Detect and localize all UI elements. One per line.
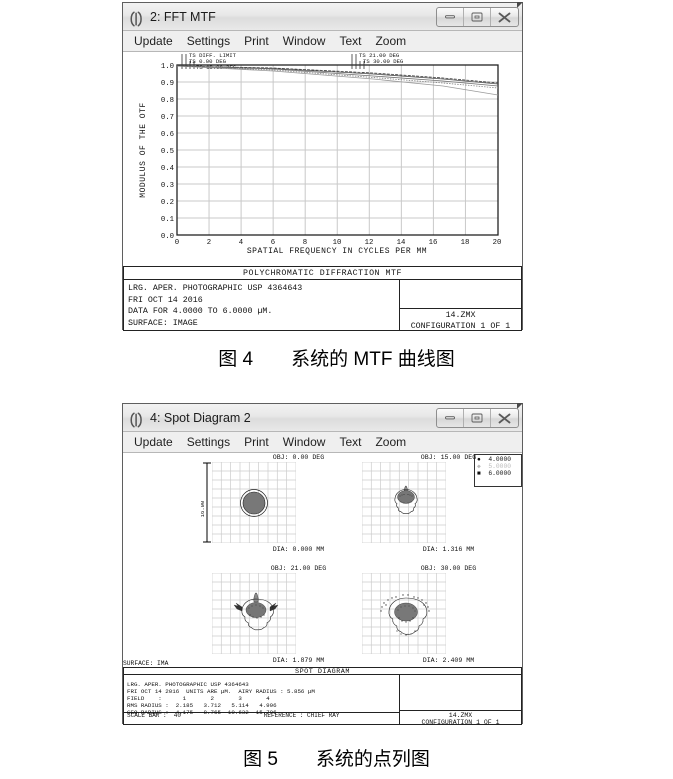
svg-text:6: 6 [271,239,275,247]
svg-text:4: 4 [239,239,244,247]
svg-text:8: 8 [303,239,307,247]
svg-text:SPATIAL FREQUENCY IN CYCLES PE: SPATIAL FREQUENCY IN CYCLES PER MM [247,247,427,256]
svg-text:0.9: 0.9 [161,80,174,88]
svg-text:2: 2 [207,239,211,247]
svg-text:0.3: 0.3 [161,182,174,190]
svg-text:0.1: 0.1 [161,216,175,224]
svg-text:0.0: 0.0 [161,233,174,241]
svg-text:MODULUS OF THE OTF: MODULUS OF THE OTF [139,102,148,197]
svg-text:12: 12 [365,239,374,247]
svg-text:16.00: 16.00 [201,501,206,518]
svg-text:TS 30.00 DEG: TS 30.00 DEG [363,58,404,65]
svg-text:10: 10 [333,239,342,247]
svg-text:0.6: 0.6 [161,131,174,139]
svg-text:14: 14 [397,239,406,247]
svg-text:16: 16 [429,239,438,247]
svg-text:0.4: 0.4 [161,165,175,173]
svg-text:0.8: 0.8 [161,97,174,105]
svg-text:0: 0 [175,239,179,247]
svg-text:0.2: 0.2 [161,199,174,207]
svg-text:1.0: 1.0 [161,63,174,71]
svg-text:18: 18 [461,239,470,247]
svg-text:0.7: 0.7 [161,114,174,122]
svg-text:20: 20 [493,239,502,247]
svg-text:0.5: 0.5 [161,148,174,156]
